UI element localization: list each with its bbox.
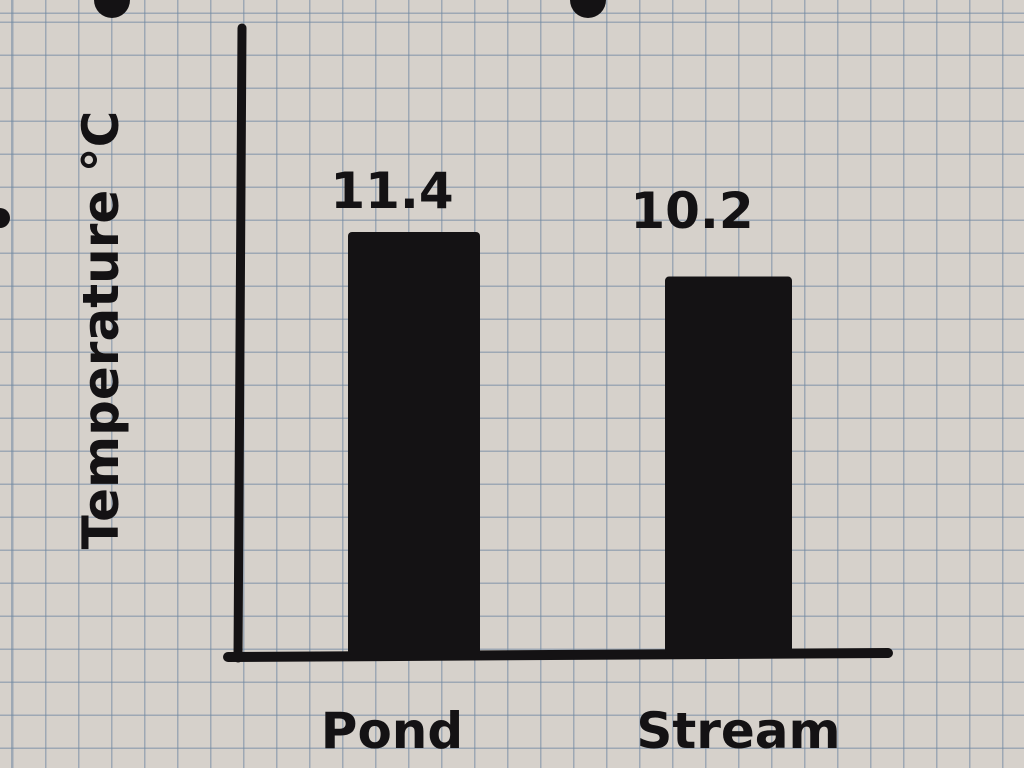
bar-stream: [665, 276, 792, 655]
y-axis-label: Temperature °C: [72, 111, 130, 550]
data-label: 11.4: [330, 162, 453, 220]
data-label: 10.2: [630, 182, 753, 240]
category-label: Stream: [636, 702, 840, 760]
punch-hole: [94, 0, 130, 18]
y-axis: [233, 23, 247, 663]
bar-pond: [348, 232, 480, 655]
category-label: Pond: [321, 702, 463, 760]
punch-hole: [570, 0, 606, 18]
punch-hole: [0, 208, 10, 228]
